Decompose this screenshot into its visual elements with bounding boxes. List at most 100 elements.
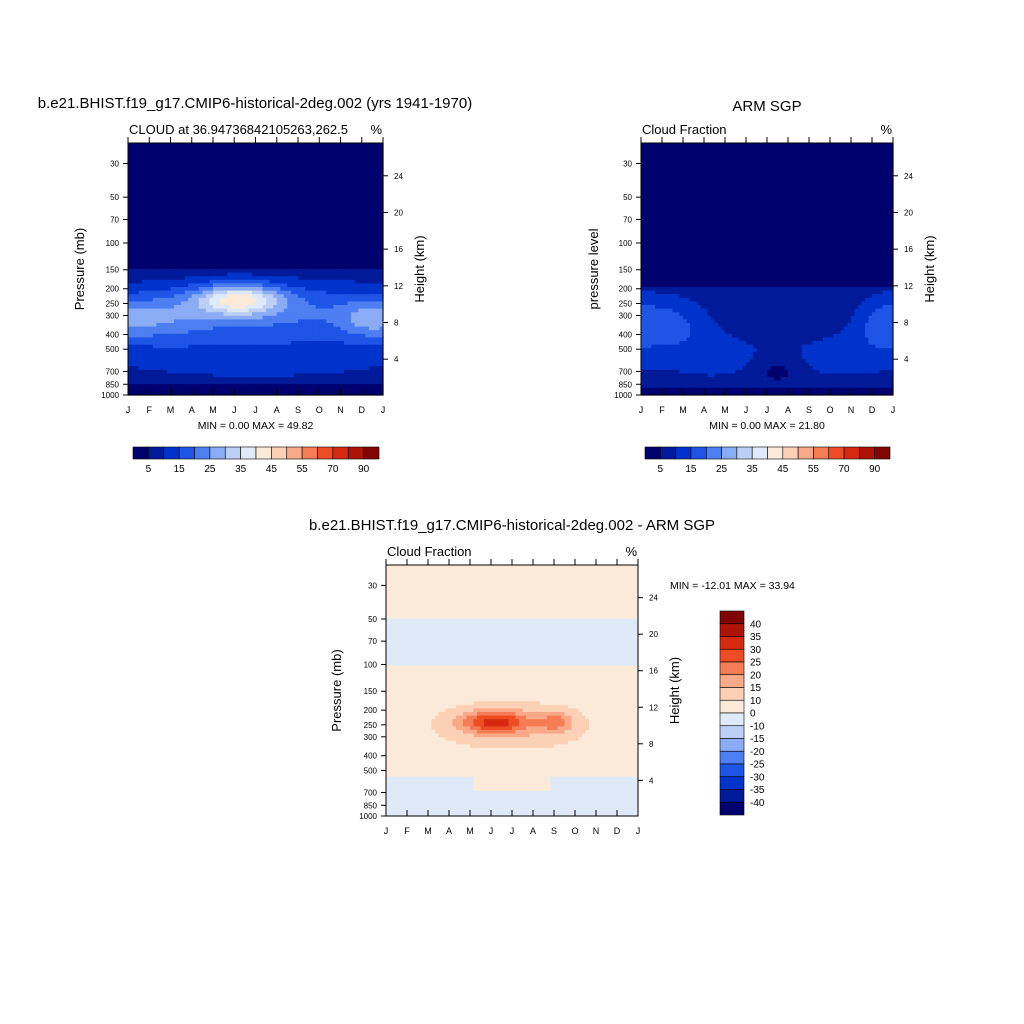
field-cell	[319, 204, 324, 209]
field-cell	[347, 359, 352, 364]
field-cell	[361, 337, 366, 342]
field-cell	[145, 279, 150, 284]
field-cell	[145, 258, 150, 263]
field-cell	[255, 207, 260, 212]
field-cell	[259, 179, 264, 184]
field-cell	[163, 171, 168, 176]
field-cell	[244, 272, 250, 277]
field-cell	[149, 218, 154, 223]
field-cell	[305, 171, 310, 176]
field-cell	[227, 287, 232, 292]
field-cell	[298, 150, 303, 155]
field-cell	[191, 330, 196, 335]
field-cell	[354, 150, 359, 155]
field-cell	[326, 200, 331, 205]
field-cell	[163, 211, 168, 216]
field-cell	[241, 189, 246, 194]
field-cell	[262, 236, 267, 241]
field-cell	[159, 146, 165, 151]
field-cell	[248, 312, 253, 317]
field-cell	[174, 359, 179, 364]
field-cell	[280, 254, 285, 259]
field-cell	[166, 193, 172, 198]
field-cell	[354, 189, 359, 194]
field-cell	[312, 287, 317, 292]
field-cell	[347, 168, 352, 173]
field-cell	[251, 197, 257, 202]
field-cell	[290, 333, 296, 338]
field-cell	[223, 301, 228, 306]
field-cell	[177, 369, 182, 374]
field-cell	[322, 319, 327, 324]
field-cell	[195, 193, 200, 198]
field-cell	[354, 146, 359, 151]
field-cell	[283, 369, 288, 374]
field-cell	[266, 222, 271, 227]
field-cell	[375, 380, 381, 385]
field-cell	[259, 287, 264, 292]
field-cell	[152, 272, 157, 277]
field-cell	[138, 218, 143, 223]
field-cell	[283, 233, 288, 238]
field-cell	[294, 247, 299, 252]
field-cell	[213, 222, 218, 227]
field-cell	[372, 366, 377, 371]
field-cell	[230, 175, 235, 180]
field-cell	[329, 362, 335, 367]
field-cell	[230, 204, 235, 209]
field-cell	[276, 251, 281, 256]
field-cell	[209, 308, 214, 313]
field-cell	[269, 301, 274, 306]
field-cell	[298, 384, 303, 389]
field-cell	[202, 301, 207, 306]
field-cell	[128, 207, 133, 212]
field-cell	[202, 359, 207, 364]
field-cell	[248, 323, 253, 328]
field-cell	[170, 377, 175, 382]
field-cell	[301, 240, 306, 245]
field-cell	[138, 157, 143, 162]
field-cell	[223, 359, 228, 364]
field-cell	[234, 229, 239, 234]
field-cell	[188, 161, 193, 166]
field-cell	[234, 225, 239, 230]
field-cell	[131, 301, 136, 306]
field-cell	[177, 359, 182, 364]
field-cell	[269, 377, 274, 382]
field-cell	[280, 200, 285, 205]
field-cell	[138, 225, 143, 230]
field-cell	[344, 326, 349, 331]
field-cell	[149, 247, 154, 252]
field-cell	[181, 215, 186, 220]
field-cell	[273, 279, 278, 284]
field-cell	[131, 153, 136, 158]
field-cell	[305, 341, 310, 346]
field-cell	[138, 359, 143, 364]
field-cell	[142, 150, 147, 155]
field-cell	[156, 164, 161, 169]
field-cell	[344, 308, 349, 313]
field-cell	[336, 204, 342, 209]
field-cell	[128, 366, 133, 371]
field-cell	[312, 308, 317, 313]
field-cell	[227, 369, 232, 374]
field-cell	[227, 197, 232, 202]
field-cell	[273, 179, 278, 184]
field-cell	[195, 269, 200, 274]
field-cell	[344, 164, 349, 169]
field-cell	[234, 366, 239, 371]
field-cell	[255, 225, 260, 230]
field-cell	[301, 153, 306, 158]
field-cell	[354, 236, 359, 241]
field-cell	[365, 182, 370, 187]
field-cell	[287, 189, 292, 194]
field-cell	[216, 359, 221, 364]
field-cell	[347, 279, 352, 284]
field-cell	[177, 168, 182, 173]
field-cell	[315, 287, 320, 292]
field-cell	[287, 240, 292, 245]
field-cell	[290, 168, 296, 173]
field-cell	[131, 279, 136, 284]
field-cell	[170, 247, 175, 252]
field-cell	[220, 362, 225, 367]
